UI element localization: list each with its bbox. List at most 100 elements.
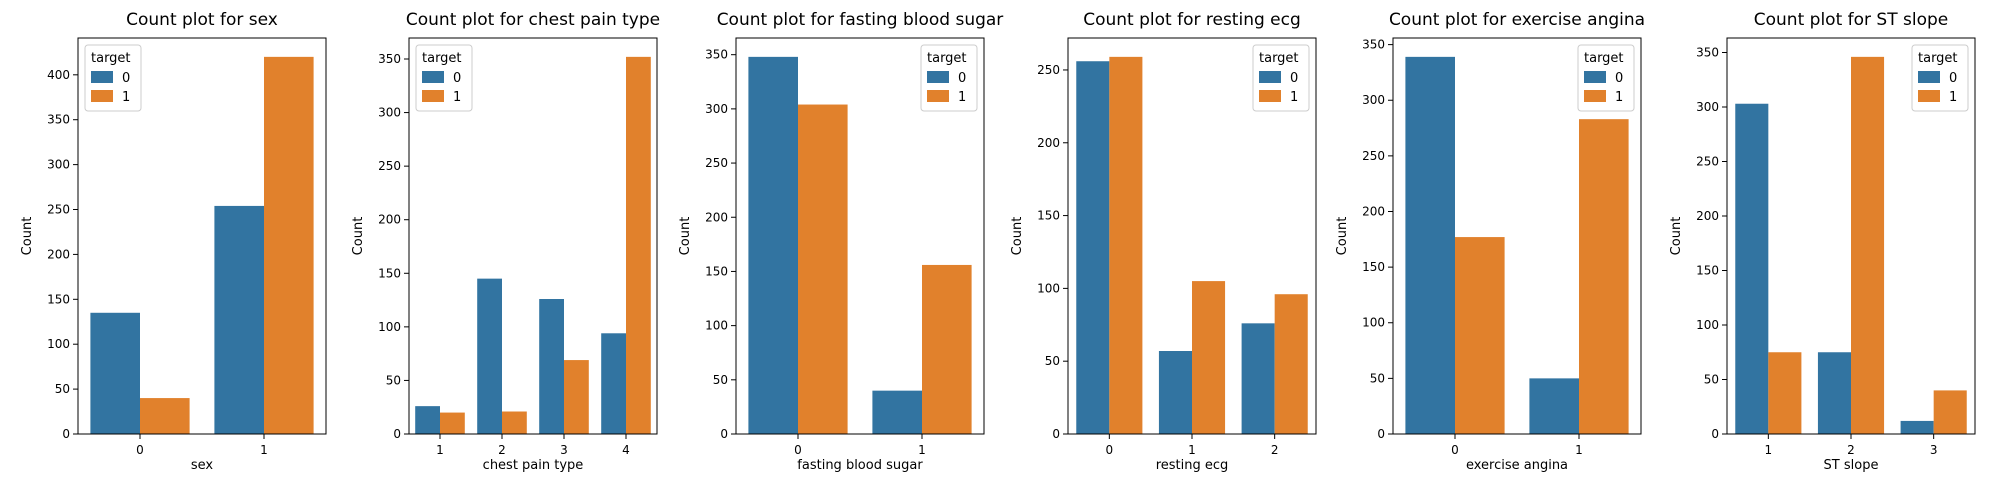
legend-swatch <box>1259 71 1281 83</box>
y-tick-label: 200 <box>1362 204 1385 218</box>
chart-title: Count plot for exercise angina <box>1389 10 1645 30</box>
x-axis-label: sex <box>191 458 214 473</box>
bar <box>798 104 848 434</box>
bar <box>748 56 798 435</box>
plot-frame <box>408 37 658 435</box>
y-tick-label: 200 <box>1696 209 1719 223</box>
chart-panel: 0 50 100 150 200 250 300 350 0 1 Count plot for fa… <box>678 10 1003 473</box>
legend-title: target <box>1259 51 1299 66</box>
chart-panel: 0 50 100 150 200 250 0 1 2 Count plot for resting… <box>1010 10 1317 473</box>
bar <box>1735 103 1769 434</box>
y-tick-label: 50 <box>1045 354 1060 368</box>
y-tick-label: 350 <box>1696 45 1719 59</box>
y-tick-label: 0 <box>62 427 70 441</box>
x-axis-label: exercise angina <box>1466 458 1568 473</box>
legend-label: 1 <box>122 90 130 105</box>
legend: target 0 1 <box>1252 44 1310 112</box>
plot-frame <box>735 37 985 435</box>
bar <box>1076 61 1110 434</box>
y-tick-label: 200 <box>47 247 70 261</box>
y-tick-label: 200 <box>1037 136 1060 150</box>
bar <box>477 278 502 434</box>
bar <box>922 264 972 434</box>
chart-panel: 0 50 100 150 200 250 300 350 400 0 1 Count plot for… <box>20 10 327 473</box>
legend-title: target <box>1918 51 1958 66</box>
legend-swatch <box>1584 90 1606 102</box>
bar <box>140 398 190 434</box>
y-tick-label: 150 <box>1362 260 1385 274</box>
bar <box>539 299 564 434</box>
x-tick-label: 2 <box>498 443 506 457</box>
bar <box>564 360 589 434</box>
y-axis-label: Count <box>351 217 366 256</box>
legend-swatch <box>1918 90 1940 102</box>
bar <box>1192 281 1226 434</box>
bar <box>1158 351 1192 434</box>
x-axis-label: fasting blood sugar <box>797 458 923 473</box>
y-axis-label: Count <box>1010 217 1025 256</box>
legend: target 0 1 <box>920 44 978 112</box>
x-tick-label: 1 <box>1575 443 1583 457</box>
bar <box>872 390 922 434</box>
y-axis-label: Count <box>1669 217 1684 256</box>
x-tick-label: 0 <box>1451 443 1459 457</box>
plot-frame <box>1067 37 1317 435</box>
x-tick-label: 0 <box>1106 443 1114 457</box>
x-axis-label: ST slope <box>1824 458 1879 473</box>
y-tick-label: 0 <box>393 427 401 441</box>
legend-label: 1 <box>1949 90 1957 105</box>
legend-swatch <box>91 90 113 102</box>
legend-title: target <box>422 51 462 66</box>
legend-label: 0 <box>453 71 461 86</box>
y-tick-label: 50 <box>55 382 70 396</box>
y-tick-label: 250 <box>705 156 728 170</box>
bar <box>214 205 264 434</box>
plot-frame <box>77 37 327 435</box>
y-tick-label: 250 <box>1362 149 1385 163</box>
legend-swatch <box>927 71 949 83</box>
y-tick-label: 50 <box>1370 371 1385 385</box>
y-tick-label: 300 <box>378 106 401 120</box>
y-tick-label: 150 <box>47 292 70 306</box>
bar <box>1529 378 1579 434</box>
bar <box>1768 352 1802 434</box>
legend-title: target <box>1584 51 1624 66</box>
legend-swatch <box>422 90 444 102</box>
y-tick-label: 50 <box>713 373 728 387</box>
bar <box>1274 294 1308 434</box>
legend-swatch <box>927 90 949 102</box>
y-axis-label: Count <box>20 217 35 256</box>
y-tick-label: 300 <box>1696 100 1719 114</box>
x-tick-label: 3 <box>1930 443 1938 457</box>
y-tick-label: 250 <box>1037 63 1060 77</box>
y-tick-label: 150 <box>1696 263 1719 277</box>
legend-label: 0 <box>1615 71 1623 86</box>
y-tick-label: 50 <box>1704 372 1719 386</box>
chart-title: Count plot for fasting blood sugar <box>717 10 1004 30</box>
chart-panel: 0 50 100 150 200 250 300 350 1 2 3 Count plot for S… <box>1669 10 1976 473</box>
chart-title: Count plot for sex <box>126 10 278 30</box>
bar <box>1851 56 1885 435</box>
bar <box>502 411 527 434</box>
legend: target 0 1 <box>84 44 142 112</box>
legend-swatch <box>1918 71 1940 83</box>
bar <box>415 406 440 434</box>
chart-title: Count plot for chest pain type <box>406 10 660 30</box>
y-tick-label: 350 <box>705 48 728 62</box>
bar <box>264 56 314 435</box>
x-tick-label: 1 <box>1188 443 1196 457</box>
y-tick-label: 100 <box>378 320 401 334</box>
chart-panel: 0 50 100 150 200 250 300 350 0 1 Count plot for ex… <box>1335 10 1645 473</box>
y-tick-label: 200 <box>705 210 728 224</box>
bar <box>1933 390 1967 434</box>
x-tick-label: 0 <box>136 443 144 457</box>
plot-frame <box>1392 37 1642 435</box>
legend-label: 1 <box>1615 90 1623 105</box>
bar <box>601 333 626 434</box>
legend-label: 1 <box>453 90 461 105</box>
y-tick-label: 0 <box>1711 427 1719 441</box>
x-tick-label: 1 <box>436 443 444 457</box>
y-tick-label: 150 <box>705 264 728 278</box>
chart-panel: 0 50 100 150 200 250 300 350 1 2 3 4 Count plot for … <box>351 10 660 473</box>
